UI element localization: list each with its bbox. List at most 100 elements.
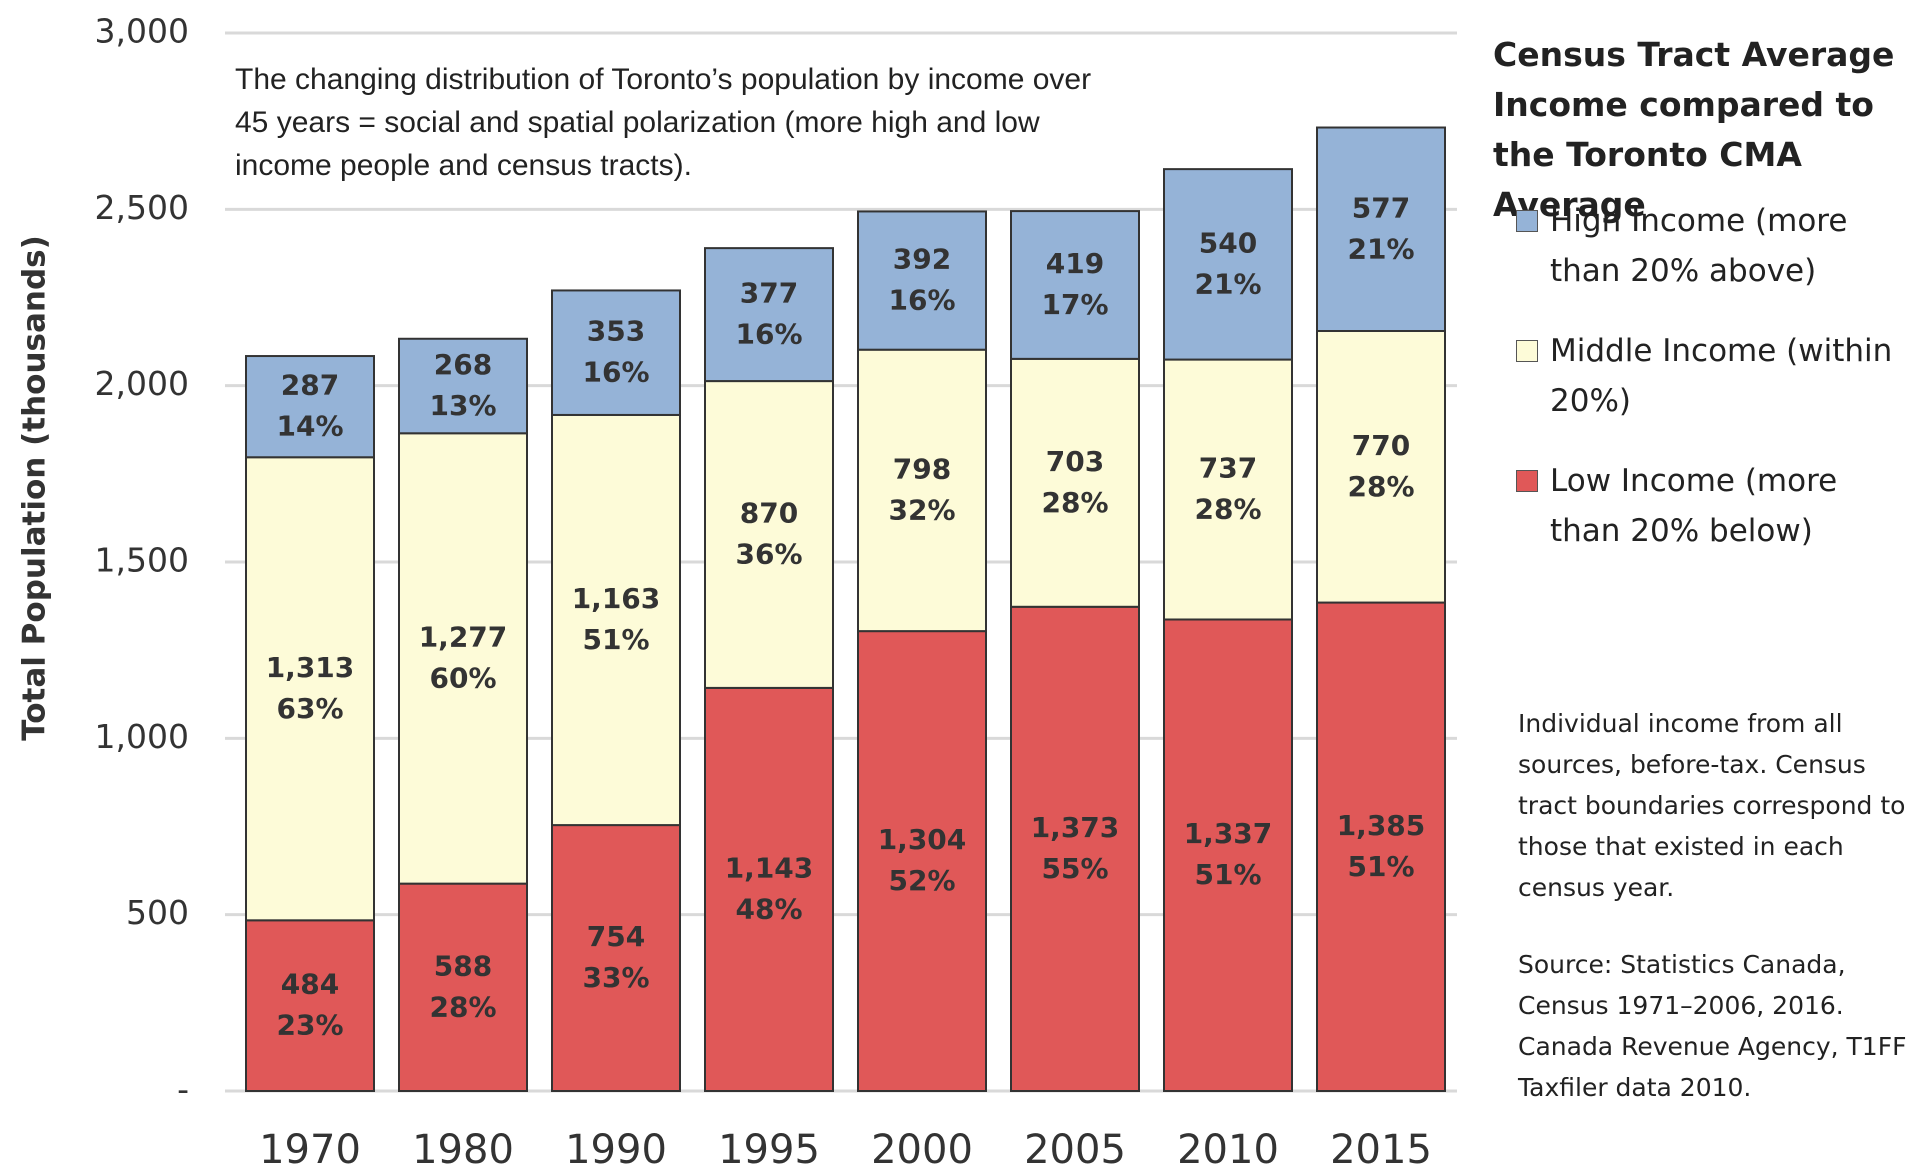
x-tick-label: 1970 <box>259 1127 361 1170</box>
data-label: 588 <box>434 949 492 982</box>
x-tick-label: 1995 <box>718 1127 820 1170</box>
bar-segment <box>245 456 375 922</box>
bar-segment <box>1010 210 1140 360</box>
data-label: 1,163 <box>572 582 661 615</box>
bar-segment <box>245 919 375 1092</box>
data-label: 798 <box>893 452 951 485</box>
percent-label: 60% <box>429 661 496 694</box>
notes: Individual income from all sources, befo… <box>1518 703 1911 1144</box>
bar-segment <box>704 247 834 383</box>
x-tick-label: 1980 <box>412 1127 514 1170</box>
data-label: 754 <box>587 920 645 953</box>
percent-label: 28% <box>1347 470 1414 503</box>
y-tick-label: 3,000 <box>95 12 189 51</box>
note: Source: Statistics Canada, Census 1971–2… <box>1518 950 1907 1102</box>
bar-segment <box>1163 358 1293 621</box>
bar-segment <box>1316 601 1446 1092</box>
legend-swatch <box>1516 470 1538 492</box>
y-tick-label: 1,500 <box>95 541 189 580</box>
bar-segment <box>1316 126 1446 333</box>
data-label: 392 <box>893 243 951 276</box>
percent-label: 51% <box>582 623 649 656</box>
y-tick-label: 2,500 <box>95 188 189 227</box>
percent-label: 36% <box>735 537 802 570</box>
percent-label: 23% <box>276 1009 343 1042</box>
x-tick-label: 2005 <box>1024 1127 1126 1170</box>
legend-item: Middle Income (within 20%) <box>1516 326 1906 426</box>
legend-swatch <box>1516 210 1538 232</box>
percent-label: 63% <box>276 692 343 725</box>
x-tick-label: 2000 <box>871 1127 973 1170</box>
data-label: 268 <box>434 348 492 381</box>
bar-segment <box>857 348 987 633</box>
data-label: 1,143 <box>725 851 814 884</box>
legend-item: High Income (more than 20% above) <box>1516 196 1906 296</box>
data-label: 377 <box>740 277 798 310</box>
data-label: 484 <box>281 968 339 1001</box>
x-tick-label: 1990 <box>565 1127 667 1170</box>
data-label: 770 <box>1352 429 1410 462</box>
bar-segment <box>704 380 834 689</box>
percent-label: 13% <box>429 389 496 422</box>
y-tick-label: 2,000 <box>95 364 189 403</box>
data-label: 1,304 <box>878 823 967 856</box>
percent-label: 17% <box>1041 288 1108 321</box>
percent-label: 33% <box>582 961 649 994</box>
data-label: 577 <box>1352 191 1410 224</box>
percent-label: 28% <box>429 990 496 1023</box>
data-label: 737 <box>1199 452 1257 485</box>
bar-segment <box>398 882 528 1093</box>
legend-item: Low Income (more than 20% below) <box>1516 456 1906 556</box>
y-tick-label: - <box>177 1070 189 1109</box>
data-label: 703 <box>1046 445 1104 478</box>
percent-label: 51% <box>1347 850 1414 883</box>
percent-label: 28% <box>1041 486 1108 519</box>
bar-segment <box>704 686 834 1092</box>
data-label: 419 <box>1046 247 1104 280</box>
bar-segment <box>1163 618 1293 1092</box>
data-label: 353 <box>587 315 645 348</box>
percent-label: 14% <box>276 410 343 443</box>
y-tick-label: 500 <box>126 893 189 932</box>
percent-label: 52% <box>888 864 955 897</box>
percent-label: 21% <box>1194 267 1261 300</box>
data-label: 1,385 <box>1337 809 1426 842</box>
percent-label: 55% <box>1041 852 1108 885</box>
bar-segment <box>857 630 987 1092</box>
data-label: 1,337 <box>1184 817 1273 850</box>
percent-label: 21% <box>1347 232 1414 265</box>
bar-segment <box>857 210 987 351</box>
data-label: 870 <box>740 496 798 529</box>
x-tick-label: 2015 <box>1330 1127 1432 1170</box>
percent-label: 16% <box>888 284 955 317</box>
bar-segment <box>398 432 528 885</box>
percent-label: 51% <box>1194 858 1261 891</box>
data-label: 1,373 <box>1031 811 1120 844</box>
percent-label: 16% <box>735 318 802 351</box>
legend: High Income (more than 20% above) Middle … <box>1516 196 1906 586</box>
bar-segment <box>1163 168 1293 361</box>
percent-label: 48% <box>735 892 802 925</box>
data-label: 540 <box>1199 226 1257 259</box>
y-tick-label: 1,000 <box>95 717 189 756</box>
data-label: 287 <box>281 369 339 402</box>
percent-label: 32% <box>888 493 955 526</box>
y-axis-label: Total Population (thousands) <box>17 235 53 741</box>
bar-segment <box>1010 605 1140 1093</box>
bar-segment <box>551 413 681 827</box>
percent-label: 16% <box>582 356 649 389</box>
bar-segment <box>1316 330 1446 604</box>
data-label: 1,313 <box>266 651 355 684</box>
note: Individual income from all sources, befo… <box>1518 709 1906 902</box>
annotation: The changing distribution of Toronto’s p… <box>235 63 1092 182</box>
percent-label: 28% <box>1194 493 1261 526</box>
bar-segment <box>1010 357 1140 608</box>
x-tick-label: 2010 <box>1177 1127 1279 1170</box>
legend-title: Census Tract Average Income compared to … <box>1493 35 1895 224</box>
legend-swatch <box>1516 340 1538 362</box>
bar-segment <box>398 337 528 435</box>
bar-segment <box>551 289 681 416</box>
data-label: 1,277 <box>419 620 508 653</box>
